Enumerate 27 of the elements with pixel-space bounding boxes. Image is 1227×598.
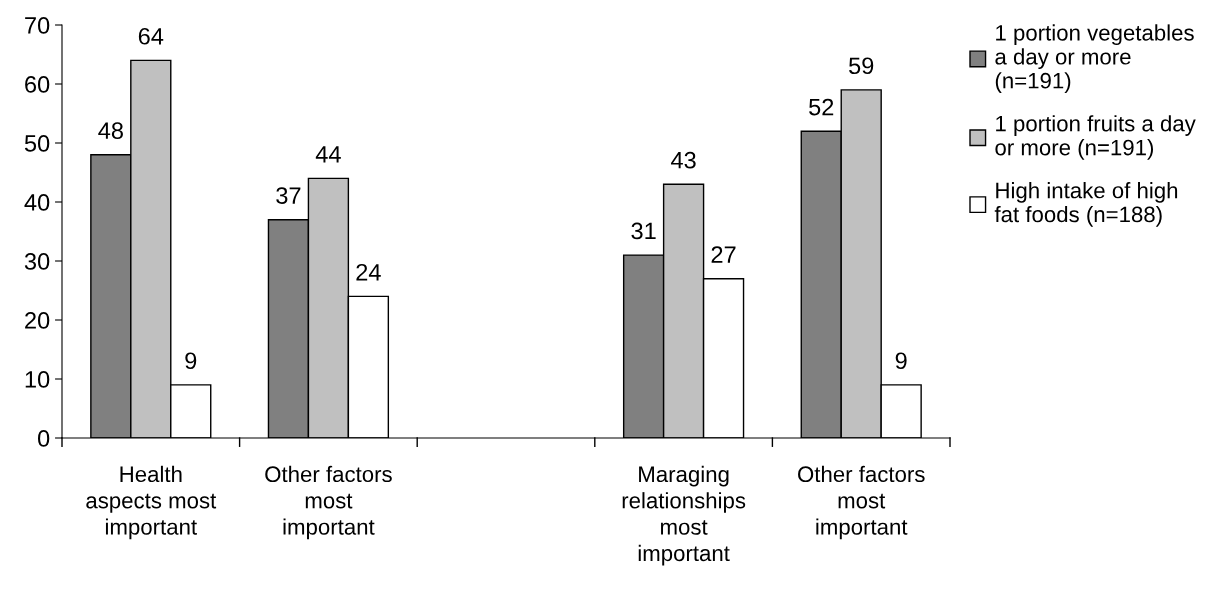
y-tick-label: 0 — [37, 430, 50, 447]
data-label: 43 — [671, 151, 696, 169]
y-tick-label: 50 — [24, 135, 50, 152]
y-tick-label: 60 — [25, 76, 50, 93]
data-label: 59 — [849, 57, 874, 75]
x-tick-label: Health aspects most important — [86, 465, 217, 540]
y-tick-label: 10 — [25, 371, 50, 388]
data-label: 9 — [185, 352, 197, 370]
y-tick-label: 20 — [25, 312, 50, 329]
data-label: 44 — [315, 146, 341, 163]
y-tick-label: 30 — [24, 253, 50, 270]
y-tick-label: 70 — [25, 17, 50, 34]
data-label: 9 — [895, 352, 907, 370]
data-label: 37 — [276, 187, 301, 204]
y-tick-label: 40 — [24, 194, 50, 211]
legend-label: High intake of high fat foods (n=188) — [994, 182, 1178, 227]
legend-label: 1 portion vegetables a day or more (n=191) — [995, 24, 1194, 93]
data-label: 48 — [98, 122, 123, 140]
data-label: 31 — [631, 222, 656, 240]
data-label: 27 — [711, 246, 736, 263]
data-label: 64 — [138, 27, 164, 45]
x-tick-label: Other factors most important — [265, 465, 392, 540]
data-label: 52 — [809, 98, 834, 116]
legend-label: 1 portion fruits a day or more (n=191) — [995, 115, 1196, 160]
data-label: 24 — [356, 263, 381, 281]
x-tick-label: Maraging relationships most important — [622, 465, 746, 566]
x-tick-label: Other factors most important — [798, 465, 925, 540]
